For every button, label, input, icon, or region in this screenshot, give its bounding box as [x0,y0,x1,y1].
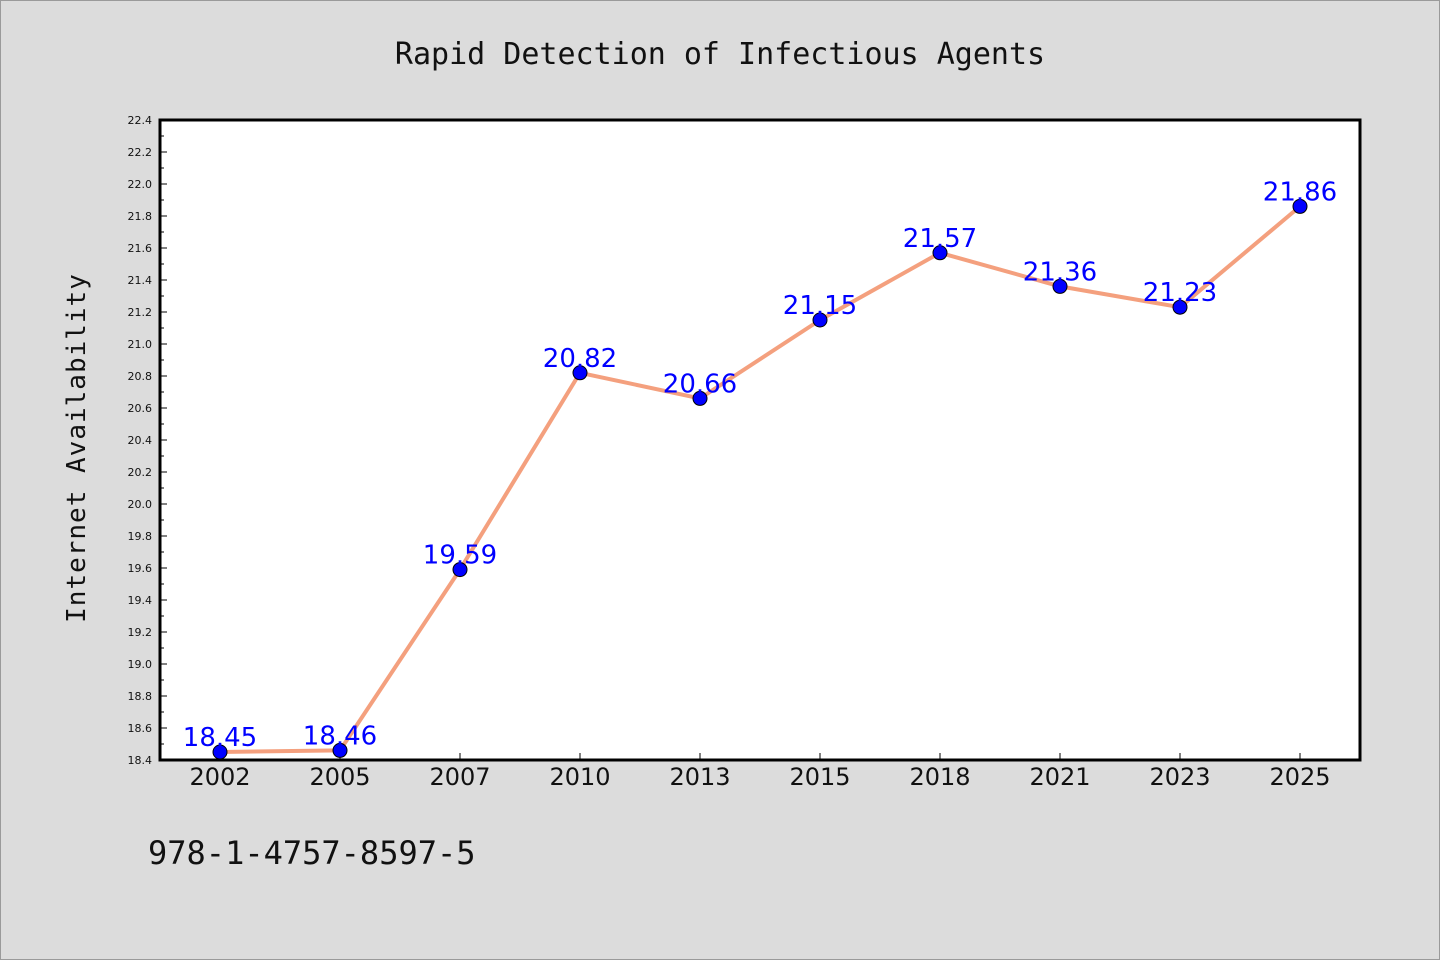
series-line [219,204,1302,754]
data-point-marker [1292,198,1308,214]
x-tick-label: 2025 [1269,763,1330,791]
data-point-marker [332,742,348,758]
data-point-marker [572,365,588,381]
x-tick-label: 2002 [189,763,250,791]
y-tick-label: 21.4 [128,274,153,287]
y-tick-label: 19.4 [128,594,153,607]
y-tick-label: 20.6 [128,402,153,415]
data-label: 18.46 [303,721,377,751]
x-tick-label: 2013 [669,763,730,791]
data-point-marker [692,390,708,406]
y-tick-label: 21.0 [128,338,153,351]
data-label: 21.36 [1023,257,1097,287]
data-label: 21.86 [1263,177,1337,207]
plot-area [158,118,1362,762]
data-point-marker [812,312,828,328]
x-tick-label: 2018 [909,763,970,791]
y-tick-label: 20.0 [128,498,153,511]
y-tick-label: 19.8 [128,530,153,543]
x-tick-label: 2007 [429,763,490,791]
y-tick-label: 22.0 [128,178,153,191]
data-point-marker [1052,278,1068,294]
data-point-marker [1172,299,1188,315]
y-tick-label: 19.2 [128,626,153,639]
y-tick-label: 18.8 [128,690,153,703]
data-point-marker [932,245,948,261]
y-tick-label: 21.8 [128,210,153,223]
data-point-marker [212,744,228,760]
x-tick-label: 2015 [789,763,850,791]
y-axis-label: Internet Availability [62,273,92,623]
data-label: 18.45 [183,723,257,753]
chart-title: Rapid Detection of Infectious Agents [395,37,1045,72]
data-labels: 18.45 18.46 19.59 20.82 20.66 21.15 21.57 21.36… [183,177,1337,753]
y-tick-label: 18.4 [128,754,153,767]
series-layer [212,198,1308,760]
data-label: 20.82 [543,344,617,374]
y-tick-label: 19.0 [128,658,153,671]
y-tick-label: 21.6 [128,242,153,255]
y-tick-label: 19.6 [128,562,153,575]
data-label: 19.59 [423,541,497,571]
data-label: 21.15 [783,291,857,321]
y-tick-label: 20.2 [128,466,153,479]
x-axis: 2002 2005 2007 2010 2013 2015 2018 2021 2023 2025 [189,753,1331,791]
data-label: 20.66 [663,369,737,399]
y-tick-label: 22.4 [128,114,153,127]
y-tick-label: 22.2 [128,146,153,159]
y-tick-label: 18.6 [128,722,153,735]
isbn-footer: 978-1-4757-8597-5 [148,834,476,872]
x-tick-label: 2005 [309,763,370,791]
y-tick-label: 20.8 [128,370,153,383]
y-tick-label: 20.4 [128,434,153,447]
x-tick-label: 2021 [1029,763,1090,791]
data-point-marker [452,562,468,578]
x-tick-label: 2010 [549,763,610,791]
y-axis: 18.4 18.6 18.8 19.0 19.2 19.4 19.6 19.8 20.0 20.2… [128,114,167,767]
data-label: 21.23 [1143,278,1217,308]
x-tick-label: 2023 [1149,763,1210,791]
y-tick-label: 21.2 [128,306,153,319]
data-label: 21.57 [903,224,977,254]
